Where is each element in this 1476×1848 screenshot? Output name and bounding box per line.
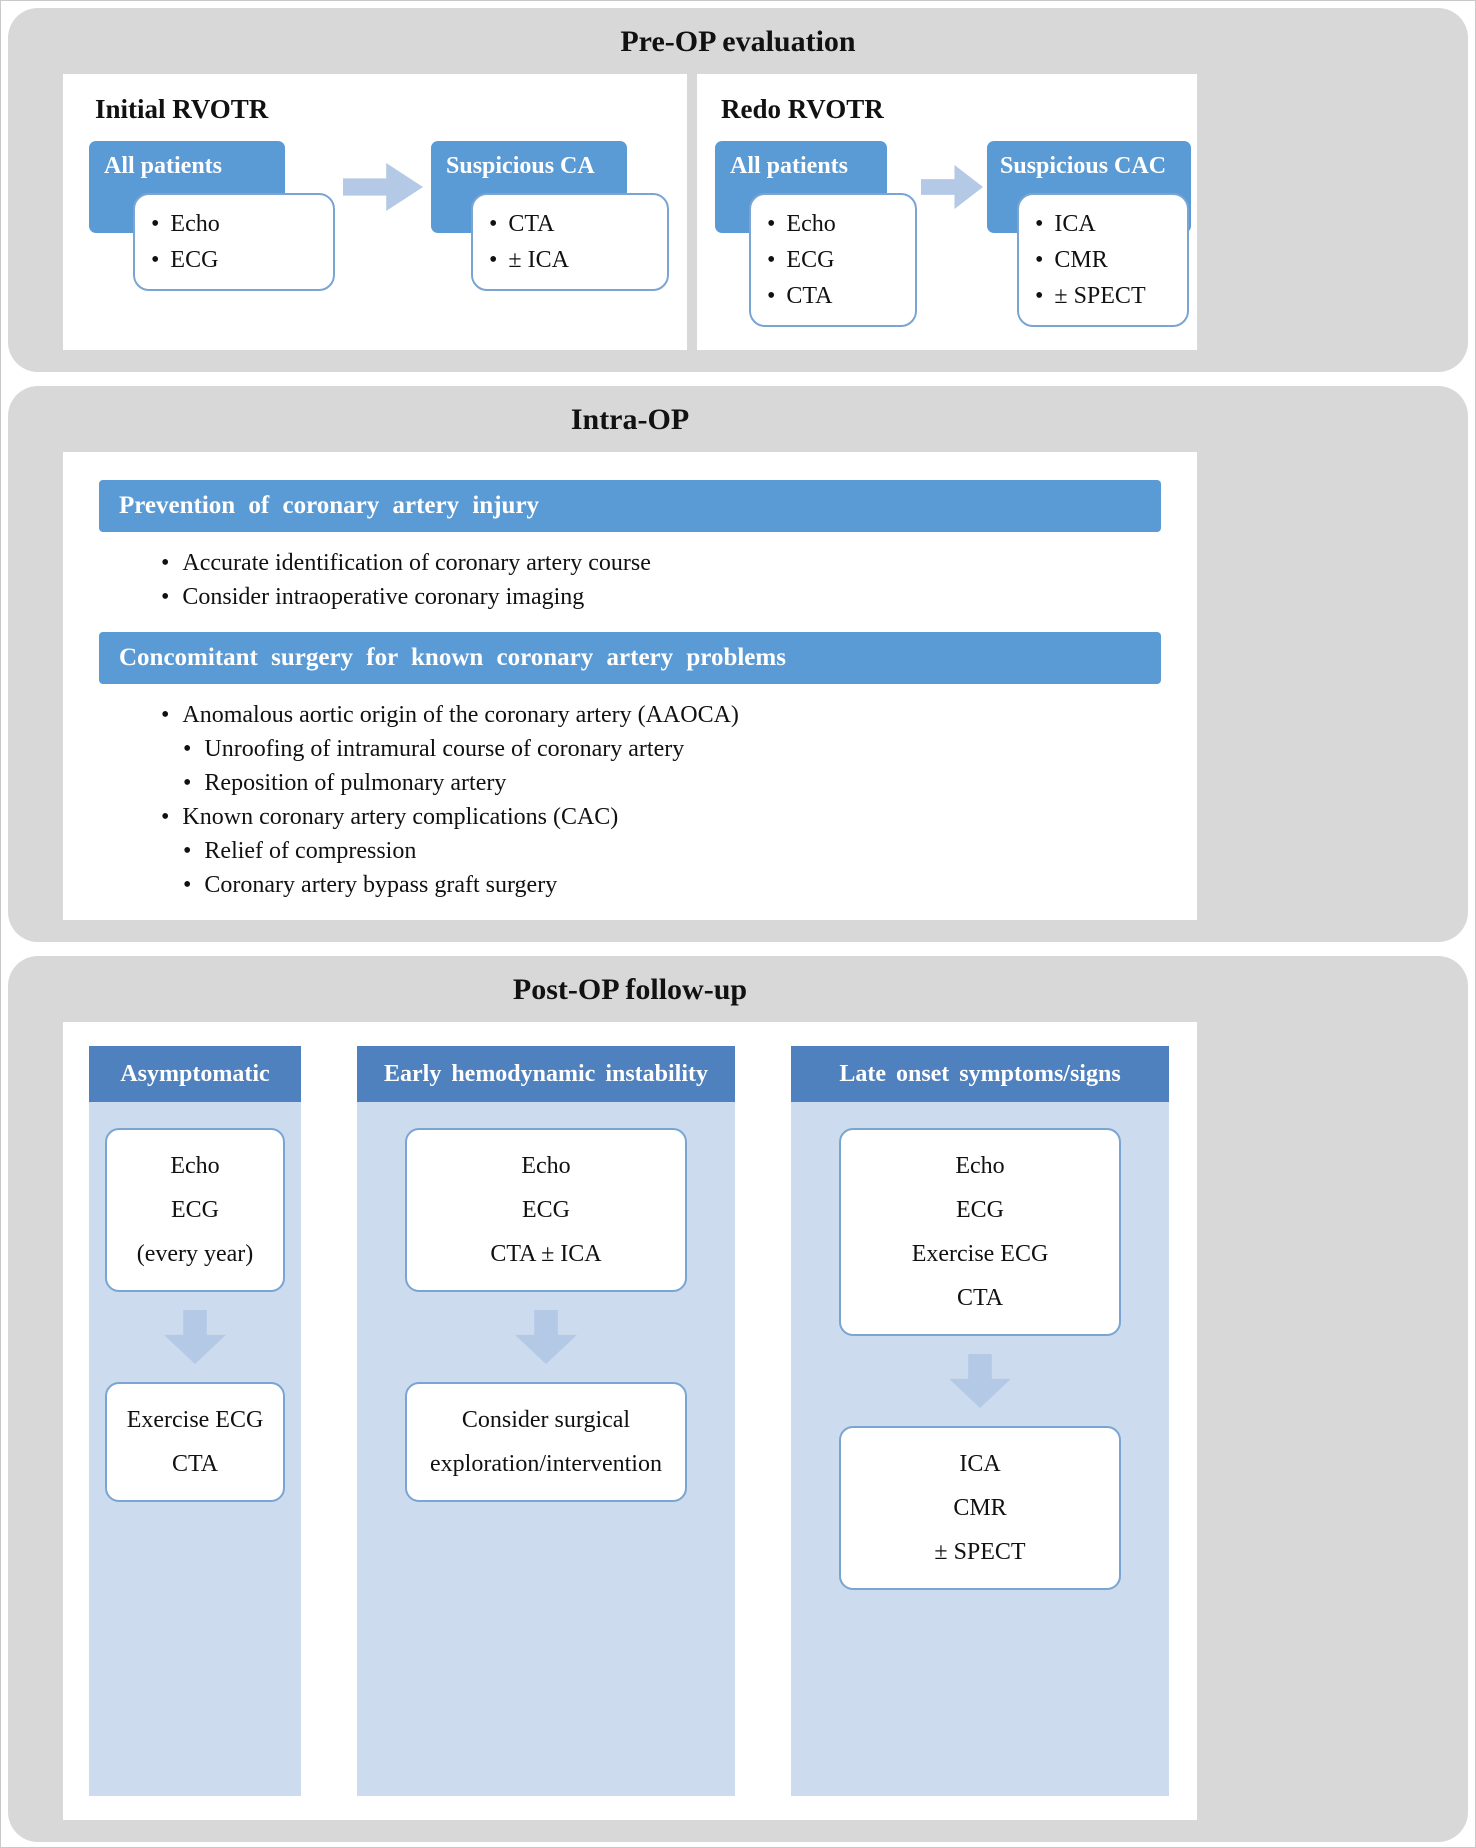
column-early-instability: Early hemodynamic instability Echo ECG C…	[357, 1046, 735, 1796]
down-arrow-icon	[515, 1310, 577, 1364]
followup-box: Exercise ECG CTA	[105, 1382, 285, 1502]
box-line: Exercise ECG	[126, 1407, 264, 1433]
box-line: ± SPECT	[934, 1539, 1026, 1565]
column-body: Echo ECG CTA ± ICA Consider surgical exp…	[357, 1102, 735, 1502]
step-items-box: Echo ECG	[133, 193, 335, 291]
initial-rvotr-flow: All patients Echo ECG Suspicious CA CTA …	[89, 141, 669, 291]
box-line: ICA	[959, 1451, 1001, 1477]
step-items-box: ICA CMR ± SPECT	[1017, 193, 1189, 327]
column-late-onset: Late onset symptoms/signs Echo ECG Exerc…	[791, 1046, 1169, 1796]
initial-rvotr-title: Initial RVOTR	[95, 94, 269, 124]
followup-box: Consider surgical exploration/interventi…	[405, 1382, 687, 1502]
redo-rvotr-panel: Redo RVOTR All patients Echo ECG CTA Sus…	[697, 74, 1197, 350]
list-item: ECG	[151, 242, 325, 278]
box-line: ECG	[522, 1197, 570, 1223]
bullet-item: Reposition of pulmonary artery	[99, 766, 1161, 800]
post-op-panel: Asymptomatic Echo ECG (every year) Exerc…	[63, 1022, 1197, 1820]
list-item: CTA	[767, 278, 907, 314]
list-item: Echo	[767, 206, 907, 242]
step-items-box: CTA ± ICA	[471, 193, 669, 291]
list-item: ± ICA	[489, 242, 659, 278]
pre-op-section: Pre-OP evaluation Initial RVOTR All pati…	[8, 8, 1468, 372]
column-header: Asymptomatic	[89, 1046, 301, 1102]
bullet-item: Unroofing of intramural course of corona…	[99, 732, 1161, 766]
initial-rvotr-panel: Initial RVOTR All patients Echo ECG Susp…	[63, 74, 687, 350]
box-line: Echo	[955, 1153, 1005, 1179]
box-line: CTA	[956, 1285, 1004, 1311]
box-line: exploration/intervention	[430, 1451, 662, 1477]
list-item: ECG	[767, 242, 907, 278]
bullet-item: Relief of compression	[99, 834, 1161, 868]
bullet-item: Accurate identification of coronary arte…	[99, 546, 1161, 580]
followup-box: Echo ECG CTA ± ICA	[405, 1128, 687, 1292]
column-asymptomatic: Asymptomatic Echo ECG (every year) Exerc…	[89, 1046, 301, 1796]
column-header: Early hemodynamic instability	[357, 1046, 735, 1102]
prevention-header-bar: Prevention of coronary artery injury	[99, 480, 1161, 532]
box-line: Consider surgical	[461, 1407, 631, 1433]
flow-step-suspicious-ca: Suspicious CA CTA ± ICA	[431, 141, 669, 291]
down-arrow-icon	[949, 1354, 1011, 1408]
box-line: CTA	[171, 1451, 219, 1477]
flow-step-all-patients: All patients Echo ECG CTA	[715, 141, 917, 327]
list-item: ICA	[1035, 206, 1179, 242]
flow-step-all-patients: All patients Echo ECG	[89, 141, 335, 291]
list-item: ± SPECT	[1035, 278, 1179, 314]
box-line: Exercise ECG	[911, 1241, 1049, 1267]
intra-op-title: Intra-OP	[570, 403, 690, 436]
column-body: Echo ECG (every year) Exercise ECG CTA	[89, 1102, 301, 1502]
intra-op-panel: Prevention of coronary artery injury Acc…	[63, 452, 1197, 920]
pre-op-title: Pre-OP evaluation	[620, 25, 856, 58]
down-arrow-icon	[164, 1310, 226, 1364]
redo-rvotr-flow: All patients Echo ECG CTA Suspicious CAC…	[715, 141, 1191, 327]
box-line: ECG	[956, 1197, 1004, 1223]
followup-box: Echo ECG (every year)	[105, 1128, 285, 1292]
pre-op-panels-row: Initial RVOTR All patients Echo ECG Susp…	[63, 74, 1468, 350]
box-line: ECG	[171, 1197, 219, 1223]
step-items-box: Echo ECG CTA	[749, 193, 917, 327]
bullet-item: Anomalous aortic origin of the coronary …	[99, 698, 1161, 732]
list-item: CTA	[489, 206, 659, 242]
right-arrow-icon	[343, 163, 423, 211]
followup-box: ICA CMR ± SPECT	[839, 1426, 1121, 1590]
box-line: CMR	[953, 1495, 1007, 1521]
box-line: (every year)	[136, 1241, 254, 1267]
column-body: Echo ECG Exercise ECG CTA ICA CMR ± SPEC…	[791, 1102, 1169, 1590]
box-line: Echo	[521, 1153, 571, 1179]
bullet-item: Known coronary artery complications (CAC…	[99, 800, 1161, 834]
concomitant-bullet-list: Anomalous aortic origin of the coronary …	[99, 698, 1161, 902]
bullet-item: Coronary artery bypass graft surgery	[99, 868, 1161, 902]
redo-rvotr-title: Redo RVOTR	[721, 94, 884, 124]
column-header: Late onset symptoms/signs	[791, 1046, 1169, 1102]
flow-step-suspicious-cac: Suspicious CAC ICA CMR ± SPECT	[987, 141, 1191, 327]
list-item: CMR	[1035, 242, 1179, 278]
bullet-item: Consider intraoperative coronary imaging	[99, 580, 1161, 614]
post-op-title: Post-OP follow-up	[512, 973, 748, 1006]
box-line: Echo	[170, 1153, 220, 1179]
post-op-section: Post-OP follow-up Asymptomatic Echo ECG …	[8, 956, 1468, 1842]
followup-box: Echo ECG Exercise ECG CTA	[839, 1128, 1121, 1336]
list-item: Echo	[151, 206, 325, 242]
intra-op-section: Intra-OP Prevention of coronary artery i…	[8, 386, 1468, 942]
box-line: CTA ± ICA	[490, 1241, 602, 1267]
prevention-bullet-list: Accurate identification of coronary arte…	[99, 546, 1161, 614]
right-arrow-icon	[921, 165, 983, 209]
concomitant-header-bar: Concomitant surgery for known coronary a…	[99, 632, 1161, 684]
